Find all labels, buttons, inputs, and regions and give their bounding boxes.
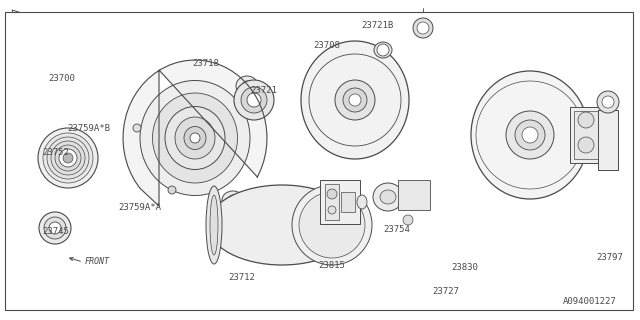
Text: 23797: 23797 <box>596 253 623 262</box>
Bar <box>398 180 430 210</box>
Circle shape <box>63 153 73 163</box>
Ellipse shape <box>175 117 215 159</box>
Ellipse shape <box>380 190 396 204</box>
Ellipse shape <box>299 192 365 258</box>
Circle shape <box>335 80 375 120</box>
Circle shape <box>327 189 337 199</box>
Ellipse shape <box>236 76 258 96</box>
Circle shape <box>377 44 389 56</box>
Circle shape <box>44 217 66 239</box>
Text: 23745: 23745 <box>42 228 69 236</box>
Text: 23708: 23708 <box>313 41 340 50</box>
Circle shape <box>228 195 238 205</box>
Ellipse shape <box>152 93 237 183</box>
Circle shape <box>51 141 85 175</box>
Circle shape <box>597 91 619 113</box>
Circle shape <box>241 87 267 113</box>
Ellipse shape <box>471 71 589 199</box>
Circle shape <box>43 133 93 183</box>
Circle shape <box>413 18 433 38</box>
Ellipse shape <box>140 81 250 196</box>
Circle shape <box>49 222 61 234</box>
Ellipse shape <box>222 191 244 209</box>
Circle shape <box>47 137 89 179</box>
Ellipse shape <box>208 185 356 265</box>
Circle shape <box>39 212 71 244</box>
Circle shape <box>506 111 554 159</box>
Text: 23712: 23712 <box>228 274 255 283</box>
Text: 23830: 23830 <box>451 263 478 273</box>
Text: 23815: 23815 <box>318 260 345 269</box>
Polygon shape <box>123 60 267 206</box>
Circle shape <box>247 93 261 107</box>
Circle shape <box>578 137 594 153</box>
Circle shape <box>59 149 77 167</box>
Circle shape <box>515 120 545 150</box>
Ellipse shape <box>301 41 409 159</box>
Text: 23754: 23754 <box>383 226 410 235</box>
Circle shape <box>578 112 594 128</box>
Circle shape <box>133 124 141 132</box>
Ellipse shape <box>373 183 403 211</box>
Ellipse shape <box>357 195 367 209</box>
Circle shape <box>168 186 176 194</box>
Circle shape <box>602 96 614 108</box>
Bar <box>598 110 618 170</box>
Text: 23759A*A: 23759A*A <box>118 204 161 212</box>
Bar <box>570 107 608 163</box>
Bar <box>341 192 355 212</box>
Text: 23700: 23700 <box>48 74 75 83</box>
Bar <box>574 111 604 159</box>
Text: A094001227: A094001227 <box>563 298 617 307</box>
Circle shape <box>234 80 274 120</box>
Bar <box>320 180 360 224</box>
Circle shape <box>417 22 429 34</box>
Text: 23752: 23752 <box>42 148 69 156</box>
Ellipse shape <box>190 133 200 143</box>
Circle shape <box>349 94 361 106</box>
Circle shape <box>343 88 367 112</box>
Text: 23721B: 23721B <box>361 20 393 29</box>
Circle shape <box>242 81 252 91</box>
Circle shape <box>522 127 538 143</box>
Text: 23727: 23727 <box>432 287 459 297</box>
Bar <box>325 184 339 220</box>
Ellipse shape <box>206 186 222 264</box>
Ellipse shape <box>165 107 225 170</box>
Ellipse shape <box>292 185 372 265</box>
Text: 23759A*B: 23759A*B <box>67 124 110 132</box>
Text: 23721: 23721 <box>250 85 277 94</box>
Text: 23718: 23718 <box>192 59 219 68</box>
Text: FRONT: FRONT <box>85 258 110 267</box>
Circle shape <box>38 128 98 188</box>
Ellipse shape <box>184 126 206 149</box>
Circle shape <box>328 206 336 214</box>
Ellipse shape <box>374 42 392 58</box>
Ellipse shape <box>210 195 218 255</box>
Circle shape <box>403 215 413 225</box>
Circle shape <box>55 145 81 171</box>
